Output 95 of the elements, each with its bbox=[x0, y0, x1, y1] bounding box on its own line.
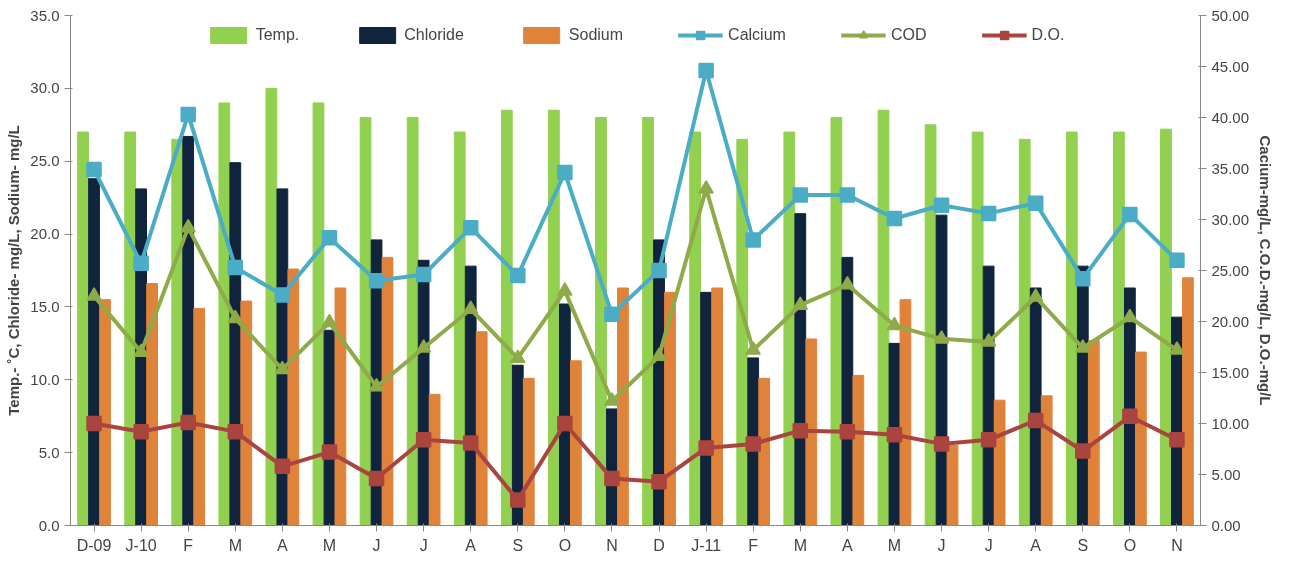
y-tick-label: 5.0 bbox=[38, 443, 60, 461]
x-tick-label: D bbox=[653, 536, 665, 554]
x-tick-label: M bbox=[322, 536, 337, 554]
bar bbox=[946, 444, 959, 526]
bar bbox=[99, 299, 111, 526]
bar bbox=[1160, 128, 1172, 526]
y-tick-label: 10.0 bbox=[30, 370, 60, 388]
bar bbox=[993, 399, 1006, 526]
x-tick-label: N bbox=[606, 536, 618, 554]
bar bbox=[500, 109, 513, 526]
bar bbox=[77, 131, 89, 526]
bar bbox=[428, 393, 441, 526]
bar bbox=[522, 377, 535, 526]
y-tick-label: 15.0 bbox=[30, 297, 60, 315]
x-tick-label: A bbox=[842, 536, 854, 554]
x-tick-label: F bbox=[183, 536, 194, 554]
x-tick-label: D-09 bbox=[76, 536, 112, 554]
x-tick-label: N bbox=[1171, 536, 1183, 554]
legend-label: COD bbox=[890, 26, 927, 44]
bar bbox=[1113, 131, 1125, 526]
legend-label: D.O. bbox=[1031, 26, 1065, 44]
bar bbox=[548, 109, 560, 526]
y2-tick-label: 5.00 bbox=[1211, 465, 1241, 483]
x-tick-label: S bbox=[512, 536, 524, 554]
y2-axis-title: Cacium-mg/L, C.O.D.-mg/L, D.O.-mg/L bbox=[1257, 135, 1275, 406]
x-tick-label: J-10 bbox=[125, 536, 157, 554]
bar bbox=[334, 287, 347, 526]
bar bbox=[924, 124, 937, 526]
bar bbox=[240, 300, 253, 526]
y-tick-label: 30.0 bbox=[30, 79, 60, 97]
x-tick-label: M bbox=[228, 536, 242, 554]
bar bbox=[475, 331, 488, 526]
bar bbox=[1040, 395, 1053, 526]
y2-tick-label: 50.00 bbox=[1211, 6, 1250, 24]
bar bbox=[1065, 131, 1078, 526]
bar bbox=[569, 360, 582, 526]
bar bbox=[783, 131, 796, 526]
y-axis-title: Temp.- ˚C, Chloride- mg/L, Sodium- mg/L bbox=[5, 125, 23, 416]
legend-label: Calcium bbox=[728, 26, 786, 44]
x-tick-label: J bbox=[937, 536, 946, 554]
y2-tick-label: 45.00 bbox=[1211, 57, 1250, 75]
y2-tick-label: 40.00 bbox=[1211, 108, 1250, 126]
bar bbox=[265, 87, 278, 526]
bar bbox=[1134, 351, 1147, 526]
legend-label: Temp. bbox=[255, 26, 300, 44]
y2-tick-label: 10.00 bbox=[1211, 414, 1250, 432]
x-tick-label: O bbox=[558, 536, 572, 554]
bar bbox=[146, 283, 158, 526]
x-tick-label: J bbox=[419, 536, 428, 554]
bar bbox=[287, 268, 300, 526]
bar bbox=[1182, 277, 1194, 526]
y-tick-label: 25.0 bbox=[30, 152, 60, 170]
bar bbox=[711, 287, 723, 526]
legend-label: Sodium bbox=[568, 26, 624, 44]
bar bbox=[381, 256, 394, 526]
bar bbox=[406, 117, 419, 526]
bar bbox=[852, 374, 865, 526]
y2-tick-label: 0.00 bbox=[1211, 516, 1241, 534]
x-tick-label: M bbox=[793, 536, 807, 554]
x-tick-label: O bbox=[1123, 536, 1137, 554]
bar bbox=[193, 307, 206, 526]
bar bbox=[453, 131, 466, 526]
point bbox=[1169, 432, 1185, 448]
y-tick-label: 20.0 bbox=[30, 225, 60, 243]
y2-tick-label: 30.00 bbox=[1211, 210, 1250, 228]
x-tick-label: J bbox=[372, 536, 381, 554]
x-tick-label: J-11 bbox=[691, 536, 722, 554]
x-tick-label: S bbox=[1077, 536, 1089, 554]
y-tick-label: 0.0 bbox=[38, 516, 60, 534]
bar bbox=[359, 117, 372, 526]
bar bbox=[758, 377, 771, 526]
bar bbox=[642, 117, 654, 526]
bar bbox=[617, 287, 629, 526]
y2-tick-label: 15.00 bbox=[1211, 363, 1250, 381]
bar bbox=[877, 109, 890, 526]
y-tick-label: 35.0 bbox=[30, 6, 60, 24]
x-tick-label: F bbox=[748, 536, 759, 554]
y2-tick-label: 35.00 bbox=[1211, 159, 1250, 177]
bar bbox=[899, 299, 912, 526]
x-tick-label: A bbox=[1030, 536, 1042, 554]
x-tick-label: M bbox=[887, 536, 902, 554]
legend-label: Chloride bbox=[404, 26, 464, 44]
x-tick-label: A bbox=[277, 536, 289, 554]
bar bbox=[1018, 138, 1031, 526]
y2-tick-label: 25.00 bbox=[1211, 261, 1250, 279]
bar bbox=[689, 131, 702, 526]
bar bbox=[830, 117, 843, 526]
x-tick-label: A bbox=[465, 536, 477, 554]
bar bbox=[971, 131, 984, 526]
x-tick-label: J bbox=[984, 536, 993, 554]
bar bbox=[312, 102, 325, 526]
bar bbox=[1087, 339, 1100, 526]
bar bbox=[595, 117, 607, 526]
y2-tick-label: 20.00 bbox=[1211, 312, 1250, 330]
bar bbox=[805, 338, 818, 526]
